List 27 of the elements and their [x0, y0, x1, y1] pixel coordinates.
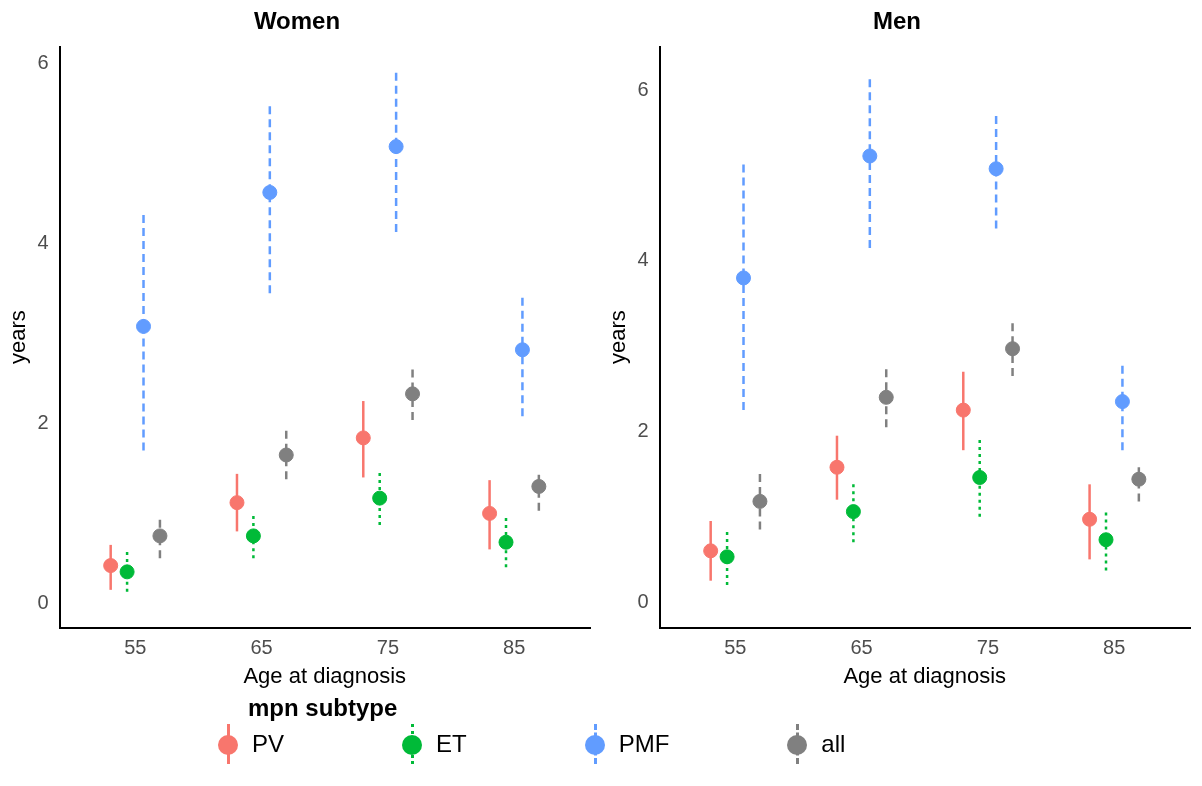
y-tick-label: 4: [637, 248, 649, 271]
x-tick-label: 85: [503, 636, 526, 659]
x-tick-label: 75: [376, 636, 400, 659]
x-tick-label: 75: [976, 636, 1000, 659]
y-axis-title: years: [605, 310, 631, 365]
x-axis-title: Age at diagnosis: [243, 662, 407, 688]
legend-label: ET: [436, 730, 467, 758]
x-tick-label: 65: [250, 636, 273, 659]
y-tick-label: 6: [637, 77, 649, 100]
legend-label: all: [821, 730, 846, 758]
x-tick-label: 55: [124, 636, 147, 659]
y-tick-label: 2: [637, 418, 649, 441]
y-tick-label: 0: [637, 589, 649, 612]
y-axis-title: years: [5, 310, 31, 365]
x-tick-label: 55: [724, 636, 747, 659]
legend-label: PMF: [618, 730, 670, 758]
chart-title: Women: [253, 7, 341, 35]
y-tick-label: 6: [37, 51, 49, 74]
y-tick-label: 2: [37, 411, 49, 434]
y-tick-label: 4: [37, 231, 49, 254]
legend-title: mpn subtype: [248, 694, 399, 722]
chart-title: Men: [873, 7, 921, 35]
x-tick-label: 85: [1103, 636, 1126, 659]
y-tick-label: 0: [37, 590, 49, 613]
legend-label: PV: [252, 730, 285, 758]
x-tick-label: 65: [850, 636, 873, 659]
x-axis-title: Age at diagnosis: [843, 662, 1007, 688]
